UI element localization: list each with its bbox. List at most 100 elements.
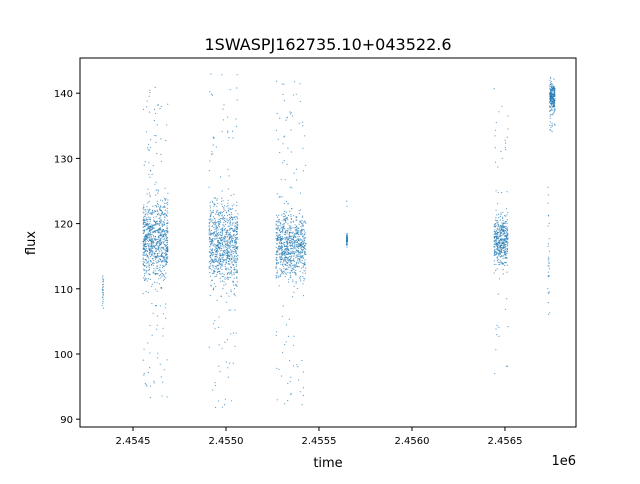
data-point	[287, 266, 289, 268]
data-point	[295, 228, 297, 230]
data-point	[220, 213, 222, 215]
data-point	[297, 242, 299, 244]
data-point	[159, 267, 161, 269]
data-point	[160, 274, 162, 276]
data-point	[228, 234, 230, 236]
data-point	[229, 228, 231, 230]
data-point	[229, 260, 231, 262]
data-point	[500, 255, 503, 258]
data-point	[157, 192, 159, 194]
data-point	[152, 224, 154, 226]
data-point	[549, 129, 551, 131]
data-point	[550, 77, 552, 79]
data-point	[149, 246, 151, 248]
data-point	[159, 216, 161, 218]
data-point	[502, 243, 504, 245]
data-point	[280, 248, 282, 250]
data-point	[295, 241, 298, 243]
data-point	[149, 256, 152, 258]
data-point	[299, 221, 301, 223]
data-point	[503, 251, 505, 253]
data-point	[153, 267, 155, 269]
data-point	[143, 221, 145, 223]
data-point	[102, 307, 104, 309]
data-point	[226, 278, 228, 280]
data-point	[236, 223, 238, 225]
data-point	[285, 234, 287, 236]
data-point	[147, 232, 149, 234]
data-point	[223, 208, 225, 210]
data-point	[144, 215, 146, 217]
data-point	[290, 259, 292, 262]
data-point	[218, 259, 220, 261]
data-point	[295, 232, 298, 234]
data-point	[298, 240, 300, 242]
data-point	[161, 287, 163, 289]
data-point	[289, 232, 291, 234]
data-point	[209, 267, 211, 270]
data-point	[493, 239, 495, 241]
data-point	[234, 271, 236, 273]
data-point	[299, 246, 301, 248]
data-point	[495, 254, 497, 256]
data-point	[218, 257, 220, 259]
data-point	[506, 248, 508, 250]
data-point	[300, 239, 302, 241]
data-point	[142, 208, 144, 210]
data-point	[151, 211, 153, 213]
data-point	[232, 238, 234, 240]
chart-title: 1SWASPJ162735.10+043522.6	[204, 35, 451, 54]
data-point	[506, 243, 509, 245]
data-point	[143, 248, 145, 250]
data-point	[301, 228, 303, 231]
data-point	[143, 225, 146, 227]
data-point	[302, 252, 304, 254]
data-point	[295, 255, 297, 257]
data-point	[220, 264, 223, 266]
data-point	[232, 332, 234, 334]
data-point	[292, 94, 294, 96]
data-point	[295, 252, 297, 254]
data-point	[148, 111, 151, 113]
y-tick-label: 110	[54, 285, 73, 296]
data-point	[145, 241, 147, 243]
data-point	[286, 217, 289, 219]
data-point	[298, 252, 300, 254]
data-point	[235, 253, 237, 255]
data-point	[284, 343, 286, 346]
data-point	[221, 235, 223, 237]
data-point	[208, 186, 210, 188]
data-point	[289, 235, 291, 237]
data-point	[226, 276, 228, 278]
data-point	[164, 206, 166, 208]
data-point	[230, 291, 232, 293]
data-point	[506, 250, 508, 252]
data-point	[504, 244, 506, 246]
data-point	[210, 207, 212, 209]
data-point	[227, 239, 229, 241]
data-point	[277, 219, 280, 221]
data-point	[279, 225, 281, 227]
data-point	[153, 219, 155, 221]
data-point	[153, 220, 156, 222]
data-point	[302, 243, 304, 245]
data-point	[506, 228, 508, 230]
data-point	[290, 240, 292, 242]
data-point	[222, 287, 224, 290]
data-point	[149, 229, 151, 231]
data-point	[215, 231, 217, 233]
data-point	[237, 238, 239, 240]
data-point	[293, 266, 295, 268]
data-point	[154, 108, 156, 111]
data-point	[296, 287, 298, 290]
data-point	[158, 220, 160, 222]
data-point	[299, 83, 301, 85]
data-point	[294, 251, 296, 253]
data-point	[296, 231, 298, 233]
data-point	[151, 223, 153, 225]
data-point	[504, 225, 506, 228]
data-point	[500, 229, 502, 231]
data-point	[552, 96, 554, 98]
data-point	[221, 268, 223, 271]
data-point	[505, 365, 507, 367]
